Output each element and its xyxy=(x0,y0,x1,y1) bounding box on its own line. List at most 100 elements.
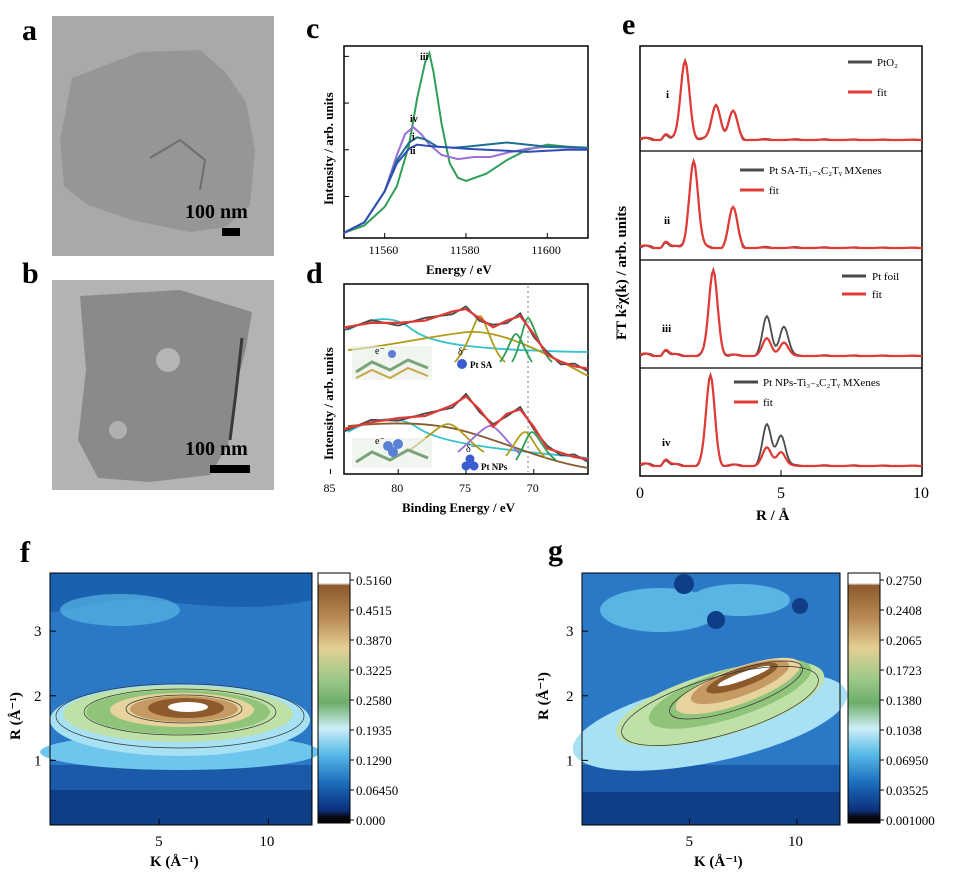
scale-text-b: 100 nm xyxy=(185,438,248,460)
xlabel-g: K (Å⁻¹) xyxy=(694,854,743,870)
heatmap-peak-f xyxy=(168,702,208,712)
y-tick-label-f: 2 xyxy=(34,689,42,705)
heatmap-topblob-f xyxy=(60,594,180,626)
x-tick-label-g: 10 xyxy=(788,834,803,850)
colorbar-label-f: 0.5160 xyxy=(356,573,392,588)
legend-label-data-e4: Pt NPs-Ti₃₋ₓC₂Tᵧ MXenes xyxy=(763,377,880,389)
series-line-ii-c xyxy=(343,143,588,234)
tick-group-d: 85 80 75 70 xyxy=(323,469,539,495)
heatmap-low-band2-f xyxy=(50,790,312,825)
x-tick-label-d: 80 xyxy=(391,481,403,495)
panel-label-c: c xyxy=(306,12,319,45)
x-tick-label-e: 0 xyxy=(636,485,644,502)
legend-label-data-e2: Pt SA-Ti₃₋ₓC₂Tᵧ MXenes xyxy=(769,165,882,177)
x-tick-label-c: 11560 xyxy=(369,243,399,257)
colorbar-labels-f: 0.5160 0.4515 0.3870 0.3225 0.2580 0.1935 0.12… xyxy=(350,573,398,828)
plot-frame-e xyxy=(639,45,923,477)
scale-bar-a xyxy=(222,228,240,236)
subpanel-label-iv-e: iv xyxy=(662,437,671,449)
colorbar-label-g: 0.2750 xyxy=(886,573,922,588)
x-tick-label-e: 5 xyxy=(777,485,785,502)
tick-group-e: 0 5 10 xyxy=(636,470,929,502)
colorbar-labels-g: 0.2750 0.2408 0.2065 0.1723 0.1380 0.1038 0.06… xyxy=(880,573,935,828)
tick-group-c: 11560 11580 11600 xyxy=(344,55,561,257)
colorbar-f xyxy=(317,572,351,824)
y-tick-label-g: 2 xyxy=(566,689,574,705)
ylabel-f: R (Å⁻¹) xyxy=(8,692,24,740)
colorbar-label-f: 0.2580 xyxy=(356,693,392,708)
heatmap-low-band2-g xyxy=(582,792,840,825)
nanosheet-edge-b xyxy=(228,337,244,441)
contour-line2-f xyxy=(83,688,277,736)
x-tick-label-d: 75 xyxy=(459,481,471,495)
pt-nps-label-d: Pt NPs xyxy=(481,462,508,472)
plot-frame-c xyxy=(343,45,589,239)
component-peak3-top-d xyxy=(511,317,553,363)
tick-group-f: 5 10 1 2 3 xyxy=(34,624,274,850)
series-line-fit-i-e xyxy=(639,57,922,142)
legend-label-fit-e1: fit xyxy=(877,87,887,99)
colorbar-label-f: 0.1290 xyxy=(356,753,392,768)
heatmap-darkspot3-g xyxy=(792,598,808,614)
delta-label-top-d: δ⁻ xyxy=(458,347,468,358)
colorbar-label-f: 0.3870 xyxy=(356,633,392,648)
xlabel-e: R / Å xyxy=(756,508,790,524)
panel-label-b: b xyxy=(22,257,39,290)
y-tick-label-g: 3 xyxy=(566,624,574,640)
colorbar-label-g: 0.2408 xyxy=(886,603,922,618)
hole-b1 xyxy=(156,348,180,372)
series-line-fit-ii-e xyxy=(639,157,922,250)
electron-label-bot-d: e⁻ xyxy=(375,436,385,447)
series-line-iv-c xyxy=(343,125,589,234)
panel-e: e 0 5 10 PtO₂ fit Pt SA-Ti₃₋ₓC₂Tᵧ MXenes f… xyxy=(614,8,929,524)
scale-bar-b xyxy=(210,465,250,473)
panel-label-a: a xyxy=(22,14,37,47)
legend-label-fit-e3: fit xyxy=(872,289,882,301)
series-group-e xyxy=(639,57,922,468)
contour-line2-g xyxy=(669,660,803,720)
colorbar-label-g: 0.06950 xyxy=(886,753,928,768)
colorbar-label-f: 0.000 xyxy=(356,813,385,828)
pt-cluster-icon-2 xyxy=(469,461,479,471)
heatmap-topblob-g xyxy=(600,588,720,632)
panel-a: a 100 nm xyxy=(22,14,274,256)
colorbar-label-g: 0.1038 xyxy=(886,723,922,738)
series-group-c xyxy=(343,50,589,234)
y-tick-label-f: 1 xyxy=(34,753,42,769)
colorbar-label-g: 0.001000 xyxy=(886,813,935,828)
structure-inset-top-d xyxy=(352,346,432,380)
panel-d: d 85 80 75 70 δ⁻ Pt SA xyxy=(306,257,589,515)
heatmap-darkspot2-g xyxy=(707,611,725,629)
x-tick-label-e: 10 xyxy=(913,485,929,502)
contour-line-f xyxy=(55,683,305,749)
colorbar-label-g: 0.2065 xyxy=(886,633,922,648)
colorbar-g xyxy=(847,572,881,824)
legend-label-data-e1: PtO₂ xyxy=(877,57,898,69)
pt-cluster-icon-3 xyxy=(465,454,475,464)
annotation-iii-c: iii xyxy=(420,52,429,63)
component-purple-bot-d xyxy=(457,425,521,455)
delta-label-bot-d: δ⁻ xyxy=(466,444,476,455)
series-line-iii-c xyxy=(343,50,589,234)
x-tick-label-c: 11580 xyxy=(450,243,480,257)
annotation-iv-c: iv xyxy=(410,114,418,125)
ylabel-g: R (Å⁻¹) xyxy=(536,672,552,720)
legend-label-fit-e4: fit xyxy=(763,397,773,409)
contour-line3-f xyxy=(125,694,243,724)
heatmap-darkspot1-g xyxy=(674,574,694,594)
colorbar-label-f: 0.4515 xyxy=(356,603,392,618)
pt-cluster-icon-1 xyxy=(461,461,471,471)
xlabel-f: K (Å⁻¹) xyxy=(150,854,199,870)
electron-label-top-d: e⁻ xyxy=(375,346,385,357)
heatmap-top-band-f xyxy=(50,573,312,612)
xlabel-c: Energy / eV xyxy=(426,262,492,277)
ylabel-c: Intensity / arb. units xyxy=(321,92,336,205)
series-line-i-c xyxy=(343,136,589,234)
component-peak1-top-d xyxy=(454,315,506,363)
pt-sa-label-d: Pt SA xyxy=(470,360,493,370)
colorbar-label-f: 0.3225 xyxy=(356,663,392,678)
series-line-pt-sa-fit-d xyxy=(343,307,589,370)
plot-frame-g xyxy=(581,572,841,826)
